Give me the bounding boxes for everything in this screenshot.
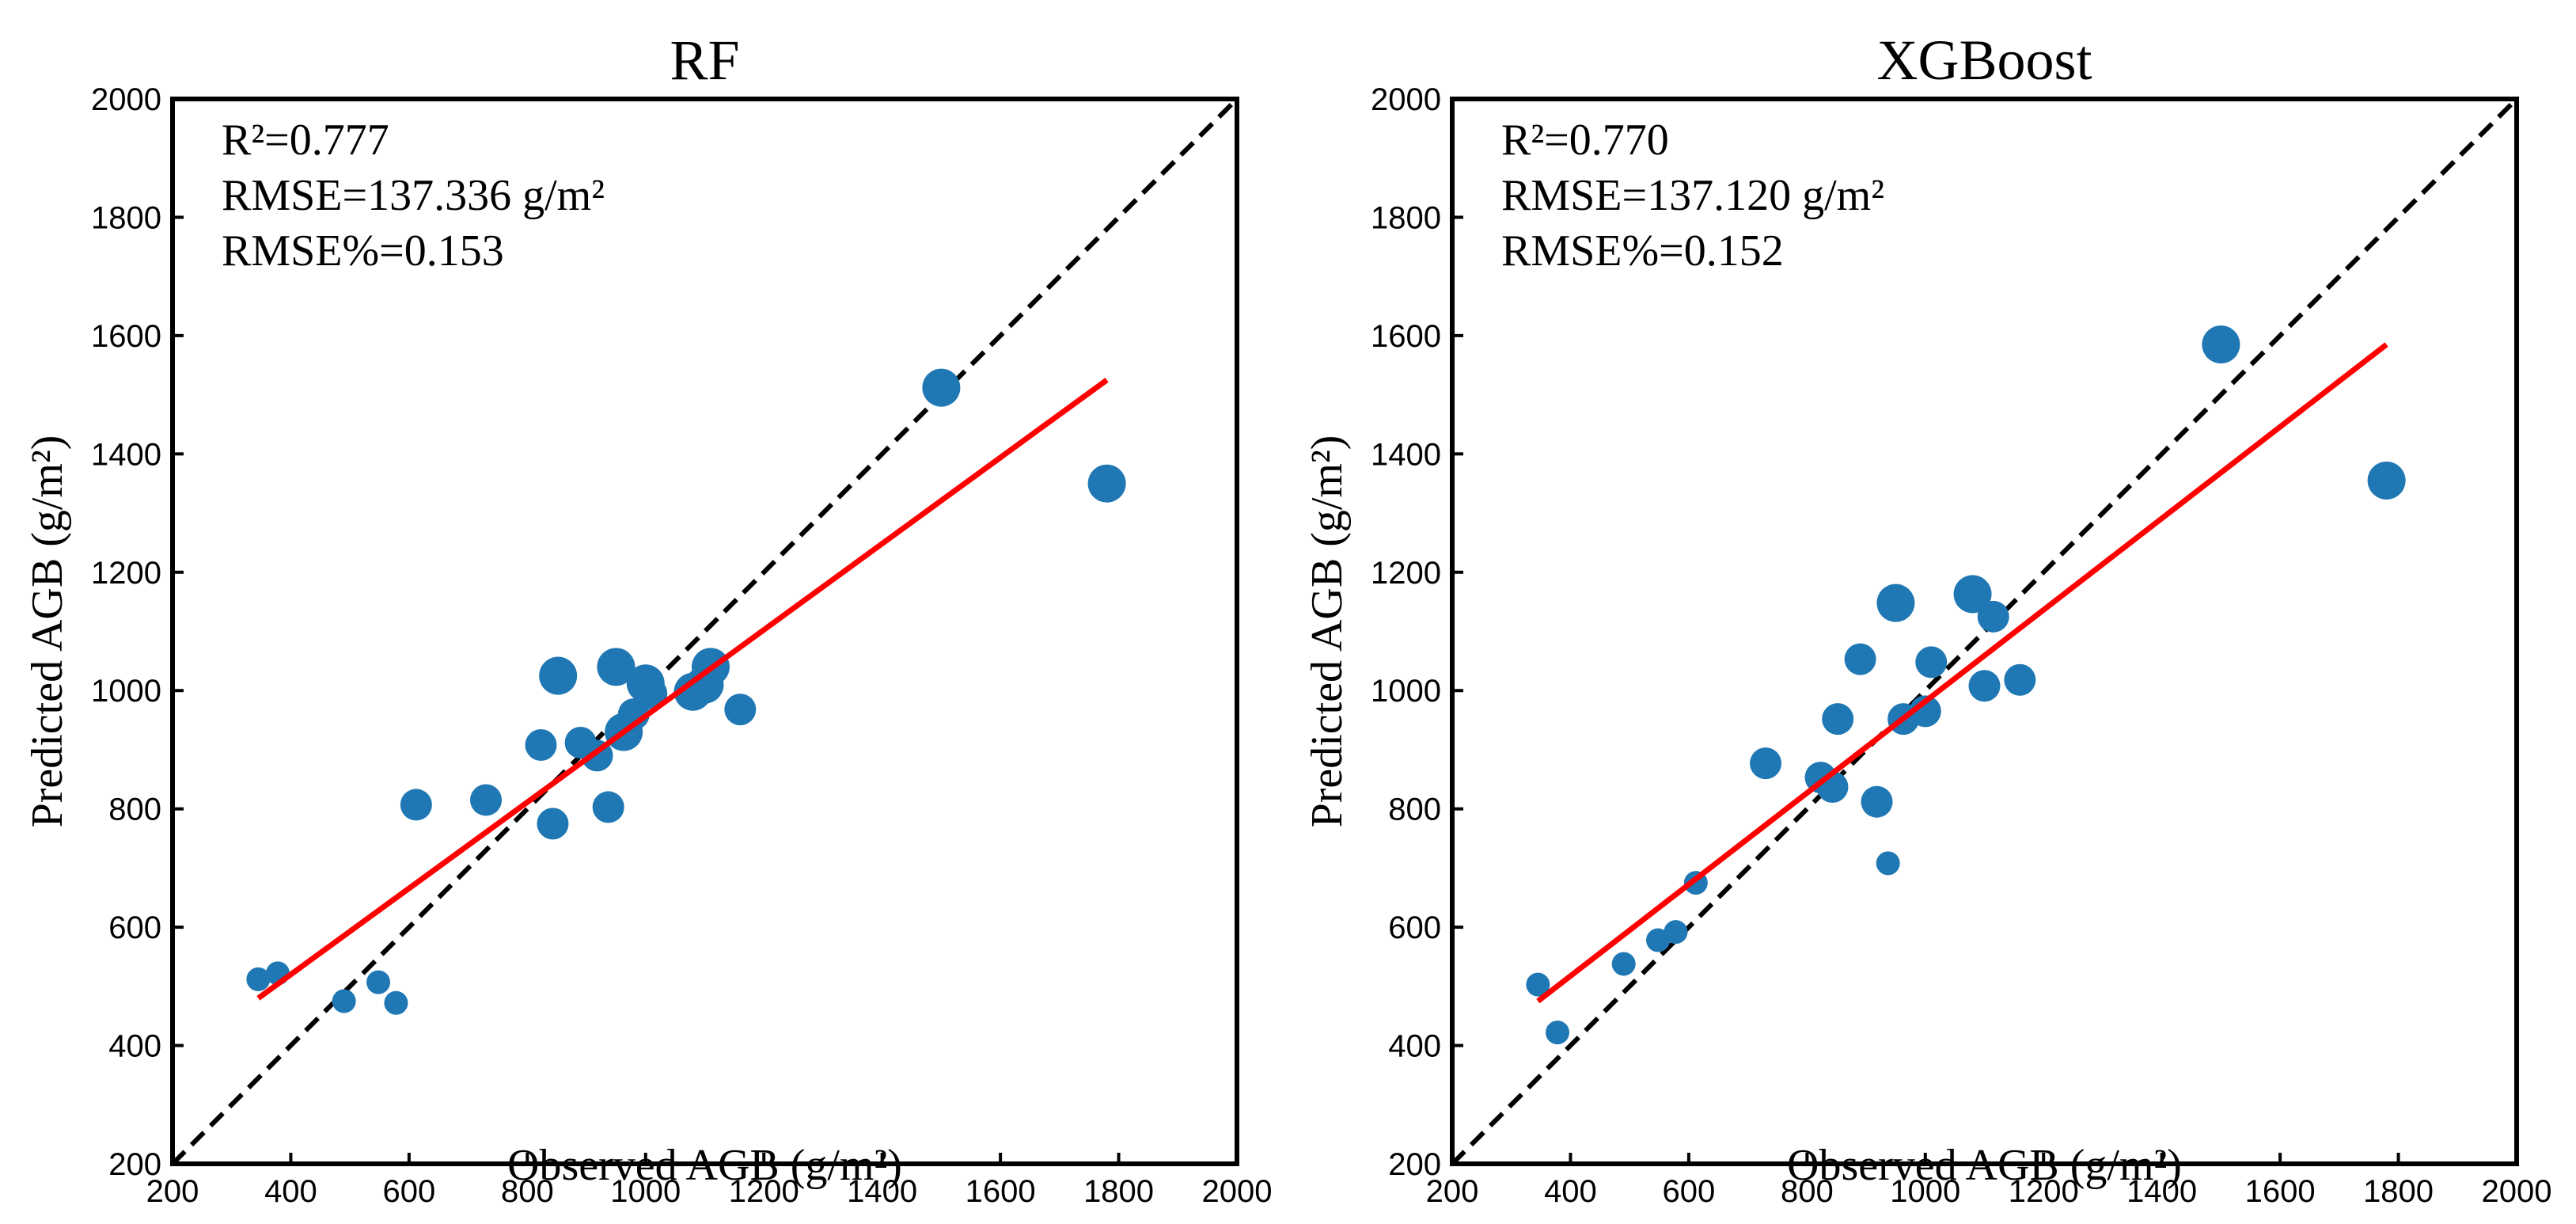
y-tick-label: 1000 bbox=[1371, 674, 1441, 709]
data-point bbox=[1915, 646, 1948, 679]
x-tick-label: 2000 bbox=[2482, 1174, 2552, 1209]
data-point bbox=[1909, 695, 1941, 728]
y-tick-label: 600 bbox=[1388, 910, 1441, 945]
x-tick-label: 1800 bbox=[2363, 1174, 2434, 1209]
data-point bbox=[1844, 643, 1876, 675]
y-tick-label: 400 bbox=[108, 1029, 161, 1064]
x-tick-label: 400 bbox=[1544, 1174, 1597, 1209]
y-tick-label: 800 bbox=[108, 793, 161, 827]
x-tick-label: 1600 bbox=[2245, 1174, 2316, 1209]
y-axis-label: Predicted AGB (g/m²) bbox=[1303, 435, 1352, 828]
y-tick-label: 600 bbox=[108, 910, 161, 945]
x-tick-label: 800 bbox=[1781, 1174, 1834, 1209]
x-tick-label: 1600 bbox=[966, 1174, 1036, 1209]
rmse-stat: RMSE=137.120 g/m² bbox=[1501, 171, 1884, 220]
data-point bbox=[1087, 464, 1126, 503]
y-tick-label: 2000 bbox=[91, 82, 161, 117]
data-point bbox=[592, 791, 624, 823]
y-tick-label: 200 bbox=[108, 1147, 161, 1182]
data-point bbox=[1750, 747, 1782, 780]
x-tick-label: 200 bbox=[1426, 1174, 1479, 1209]
data-point bbox=[922, 368, 961, 407]
data-point bbox=[537, 808, 569, 840]
data-point bbox=[400, 789, 432, 821]
y-tick-label: 1200 bbox=[1371, 556, 1441, 591]
y-axis-label: Predicted AGB (g/m²) bbox=[23, 435, 72, 828]
data-point bbox=[1977, 600, 2009, 633]
y-tick-label: 1400 bbox=[1371, 437, 1441, 472]
rmse-percent-stat: RMSE%=0.152 bbox=[1501, 226, 1784, 276]
data-point bbox=[1822, 703, 1854, 736]
data-point bbox=[384, 990, 408, 1015]
data-point bbox=[1876, 851, 1900, 876]
data-point bbox=[332, 989, 356, 1013]
data-point bbox=[470, 784, 503, 816]
data-point bbox=[1646, 928, 1671, 952]
y-tick-label: 800 bbox=[1388, 793, 1441, 827]
data-point bbox=[1611, 952, 1636, 976]
data-point bbox=[2202, 325, 2240, 364]
y-tick-label: 1600 bbox=[1371, 319, 1441, 354]
x-tick-label: 600 bbox=[1663, 1174, 1716, 1209]
rf-panel: RF Observed AGB (g/m²) Predicted AGB (g/… bbox=[23, 29, 1272, 1209]
x-tick-label: 1800 bbox=[1083, 1174, 1154, 1209]
y-tick-label: 200 bbox=[1388, 1147, 1441, 1182]
x-tick-label: 1200 bbox=[729, 1174, 799, 1209]
x-tick-label: 1400 bbox=[2126, 1174, 2197, 1209]
y-tick-label: 2000 bbox=[1371, 82, 1441, 117]
data-point bbox=[2004, 663, 2036, 696]
data-point bbox=[597, 648, 635, 686]
y-tick-label: 1200 bbox=[91, 556, 161, 591]
data-point bbox=[2367, 461, 2406, 500]
xgboost-panel: XGBoost Observed AGB (g/m²) Predicted AG… bbox=[1303, 29, 2551, 1209]
x-tick-label: 1400 bbox=[847, 1174, 917, 1209]
x-tick-label: 600 bbox=[383, 1174, 436, 1209]
one-to-one-line bbox=[170, 97, 1239, 1166]
y-tick-label: 1000 bbox=[91, 674, 161, 709]
data-point bbox=[1953, 575, 1992, 614]
data-point bbox=[366, 970, 391, 994]
x-tick-label: 800 bbox=[501, 1174, 554, 1209]
regression-fit-line bbox=[1536, 342, 2388, 1004]
panel-title: XGBoost bbox=[1876, 29, 2092, 92]
regression-fit-line bbox=[256, 378, 1109, 1001]
data-point bbox=[246, 967, 271, 991]
panel-title: RF bbox=[670, 29, 739, 92]
data-point bbox=[635, 677, 668, 709]
y-tick-label: 1800 bbox=[91, 200, 161, 235]
r2-stat: R²=0.770 bbox=[1501, 116, 1669, 165]
plot-frame bbox=[170, 97, 1239, 1166]
y-tick-label: 1600 bbox=[91, 319, 161, 354]
y-tick-label: 1400 bbox=[91, 437, 161, 472]
data-point bbox=[724, 694, 757, 726]
rmse-percent-stat: RMSE%=0.153 bbox=[222, 226, 504, 276]
data-point bbox=[525, 728, 557, 761]
rmse-stat: RMSE=137.336 g/m² bbox=[222, 171, 605, 220]
x-tick-label: 1000 bbox=[1890, 1174, 1960, 1209]
data-point bbox=[539, 656, 578, 695]
data-point bbox=[1861, 785, 1893, 818]
x-tick-label: 1000 bbox=[610, 1174, 681, 1209]
x-tick-label: 400 bbox=[264, 1174, 317, 1209]
r2-stat: R²=0.777 bbox=[222, 116, 389, 165]
plot-frame bbox=[1450, 97, 2519, 1166]
data-point bbox=[1664, 920, 1688, 945]
y-tick-label: 400 bbox=[1388, 1029, 1441, 1064]
data-point bbox=[1526, 972, 1550, 997]
data-point bbox=[1876, 583, 1915, 622]
x-tick-label: 200 bbox=[146, 1174, 199, 1209]
data-point bbox=[1546, 1021, 1570, 1045]
x-tick-label: 1200 bbox=[2009, 1174, 2079, 1209]
one-to-one-line bbox=[1450, 97, 2519, 1166]
data-point bbox=[1968, 670, 2001, 702]
x-tick-label: 2000 bbox=[1202, 1174, 1273, 1209]
y-tick-label: 1800 bbox=[1371, 200, 1441, 235]
